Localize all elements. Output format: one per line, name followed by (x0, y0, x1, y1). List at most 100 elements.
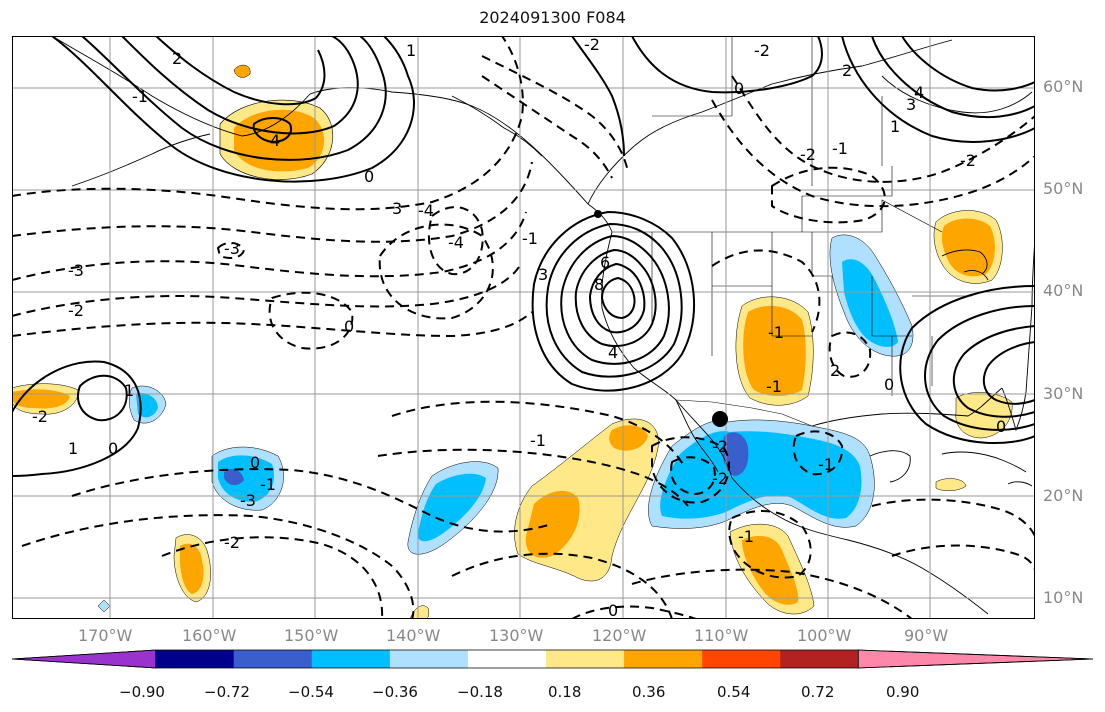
contour-label: 0 (884, 375, 894, 394)
neg-contour-sub-1 (71, 468, 553, 533)
colorbar-tick-label: −0.54 (288, 683, 334, 701)
colorbar-extend-high (857, 649, 1094, 669)
lon-label: 170°W (78, 626, 133, 645)
neg-contour-4 (12, 261, 523, 317)
contour-label: 4 (914, 83, 924, 102)
high-ca-6 (600, 276, 636, 320)
contour-label: 0 (364, 167, 374, 186)
lon-label: 130°W (489, 626, 544, 645)
contour-label: 1 (124, 381, 134, 400)
hispaniola (1007, 481, 1033, 487)
contour-label: -2 (32, 407, 48, 426)
contour-label: -3 (240, 491, 256, 510)
contour-label: 4 (608, 343, 618, 362)
alaska-coastline (51, 36, 613, 233)
lat-label: 50°N (1043, 179, 1084, 198)
contour-label: -2 (584, 36, 600, 54)
neg-contour-sub-5 (377, 448, 689, 507)
positive-anomaly-small-north (233, 64, 251, 78)
contour-label: -3 (68, 261, 84, 280)
contour-label: -1 (530, 431, 546, 450)
contour-label: -2 (800, 145, 816, 164)
negative-anomaly-bottom-tiny (97, 599, 111, 613)
contour-label: 1 (406, 41, 416, 60)
neg-contour-canada-1 (731, 75, 1035, 183)
negative-anomaly-plains-core (842, 259, 898, 347)
contour-label: 1 (68, 439, 78, 458)
contour-label: -1 (260, 475, 276, 494)
contour-label: -2 (754, 41, 770, 60)
neg-contour-closed-1 (427, 206, 484, 276)
contour-se-2 (924, 305, 1035, 431)
colorbar-tick-label: 0.54 (717, 683, 751, 701)
contour-label: 2 (830, 361, 840, 380)
contour-se-1 (899, 285, 1035, 444)
positive-anomaly-south-1-core (180, 543, 204, 594)
map-title: 2024091300 F084 (479, 8, 626, 27)
neg-contour-canada-3 (771, 166, 886, 224)
colorbar-segment (624, 650, 703, 668)
colorbar-segments (11, 649, 1094, 669)
contour-label: -2 (68, 301, 84, 320)
colorbar-segment (155, 650, 235, 668)
contour-label: -4 (448, 233, 464, 252)
colorbar-tick-label: 0.36 (632, 683, 666, 701)
colorbar-tick-label: 0.72 (801, 683, 835, 701)
neg-contour-sub-6 (451, 552, 673, 619)
contour-label: 3 (906, 95, 916, 114)
colorbar-tick-label: 0.18 (548, 683, 582, 701)
lon-label: 120°W (592, 626, 647, 645)
contour-ne-1 (841, 36, 1035, 143)
contour-north-1 (631, 36, 823, 94)
contour-label: -1 (132, 87, 148, 106)
florida (1001, 387, 1027, 432)
contour-ne-3 (901, 36, 1035, 92)
shading-layer (12, 64, 1013, 619)
us-canada-border (612, 199, 943, 233)
neg-contour-sw-us-1 (711, 249, 821, 333)
contour-label: -2 (224, 533, 240, 552)
positive-anomaly-caribbean (935, 478, 967, 491)
contour-label: -1 (818, 455, 834, 474)
contour-label: -1 (738, 527, 754, 546)
contour-label: 3 (538, 265, 548, 284)
high-ca-3 (560, 234, 670, 365)
colorbar-tick-label: −0.72 (204, 683, 250, 701)
contour-alaska-2 (81, 36, 387, 161)
contour-label: -3 (224, 239, 240, 258)
hudson-bay (881, 75, 1033, 114)
coastline-layer (51, 36, 1035, 615)
contour-label: 0 (344, 317, 354, 336)
lat-label: 20°N (1043, 486, 1084, 505)
negative-anomaly-sw-core (417, 473, 486, 542)
neg-contour-canada-2 (711, 99, 1035, 208)
neg-contour-sub-4 (391, 400, 685, 467)
contour-label: -4 (418, 201, 434, 220)
colorbar-outline (11, 649, 1094, 669)
contour-label: 0 (608, 601, 618, 619)
contour-ne-2 (871, 36, 1035, 119)
neg-contour-trough-2 (481, 55, 629, 173)
neg-contour-3 (12, 211, 527, 281)
colorbar (11, 649, 1094, 669)
negative-anomaly-mexico-core (660, 431, 862, 519)
contour-label: -1 (766, 377, 782, 396)
colorbar-segment (233, 650, 313, 668)
contour-se-4 (982, 341, 1035, 405)
lon-label: 160°W (182, 626, 237, 645)
contour-label: 2 (842, 61, 852, 80)
contour-label: -1 (522, 229, 538, 248)
neg-contour-trough-1 (481, 75, 613, 179)
contour-label: -1 (768, 323, 784, 342)
contour-label: 4 (270, 131, 280, 150)
contour-west-1 (12, 360, 142, 477)
positive-anomaly-subtropic-core-2 (609, 425, 648, 451)
baja-california (675, 399, 719, 473)
negative-contours (12, 36, 1035, 619)
negative-anomaly-central-deep (224, 469, 244, 486)
contour-label: 0 (734, 79, 744, 98)
lon-label: 110°W (694, 626, 749, 645)
colorbar-segment (546, 650, 625, 668)
contour-label: 3 (392, 199, 402, 218)
contour-label: 0 (996, 417, 1006, 436)
